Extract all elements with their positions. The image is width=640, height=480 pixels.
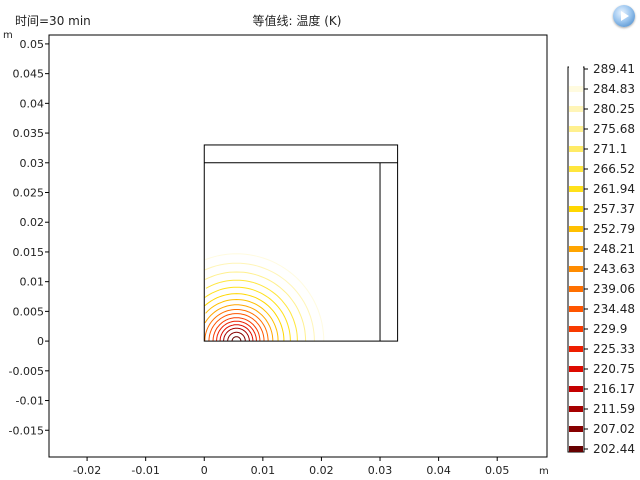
legend-swatch bbox=[569, 166, 583, 172]
legend-label: 211.59 bbox=[593, 402, 635, 416]
y-tick-label: -0.015 bbox=[9, 424, 44, 437]
contour-line bbox=[205, 253, 325, 342]
contour-line bbox=[205, 279, 298, 342]
legend-label: 220.75 bbox=[593, 362, 635, 376]
y-tick-label: -0.01 bbox=[16, 395, 44, 408]
contour-line bbox=[204, 286, 291, 342]
y-tick-label: 0.05 bbox=[20, 38, 45, 51]
plot-area bbox=[48, 34, 548, 458]
legend-swatch bbox=[569, 286, 583, 292]
y-tick-label: 0.04 bbox=[20, 97, 45, 110]
geometry-box bbox=[203, 144, 399, 342]
legend-label: 266.52 bbox=[593, 162, 635, 176]
legend-label: 202.44 bbox=[593, 442, 635, 456]
play-glyph-icon bbox=[621, 11, 629, 21]
x-tick-label: -0.02 bbox=[73, 464, 101, 477]
y-tick-label: 0.005 bbox=[13, 305, 45, 318]
y-tick-label: 0 bbox=[37, 335, 44, 348]
legend-frame bbox=[567, 66, 585, 453]
x-tick-label: 0.04 bbox=[426, 464, 451, 477]
x-tick-label: 0.05 bbox=[485, 464, 510, 477]
contour-line bbox=[208, 313, 265, 342]
legend-label: 261.94 bbox=[593, 182, 635, 196]
y-tick-label: 0.045 bbox=[13, 68, 45, 81]
color-legend: 289.41 284.83 280.25 275.68 271.1 266.52 261.9… bbox=[567, 62, 635, 456]
x-tick-label: 0.03 bbox=[368, 464, 393, 477]
contour-lines bbox=[204, 253, 325, 342]
y-tick-label: 0.03 bbox=[20, 157, 45, 170]
legend-swatch bbox=[569, 386, 583, 392]
x-axis-ticks: -0.02 -0.01 0 0.01 0.02 0.03 0.04 0.05 bbox=[73, 457, 510, 477]
legend-swatch bbox=[569, 266, 583, 272]
contour-line bbox=[231, 336, 242, 342]
legend-label: 243.63 bbox=[593, 262, 635, 276]
y-axis-ticks: -0.015 -0.01 -0.005 0 0.005 0.01 0.015 0.02 0.02… bbox=[9, 38, 49, 437]
x-tick-label: 0.01 bbox=[251, 464, 276, 477]
y-unit-label: m bbox=[3, 30, 13, 41]
x-unit-label: m bbox=[539, 466, 549, 477]
legend-swatch bbox=[569, 206, 583, 212]
legend-label: 239.06 bbox=[593, 282, 635, 296]
y-tick-label: 0.01 bbox=[20, 276, 45, 289]
contour-line bbox=[204, 271, 307, 342]
x-tick-label: 0.02 bbox=[309, 464, 334, 477]
legend-swatch bbox=[569, 226, 583, 232]
contour-line bbox=[204, 262, 315, 342]
legend-swatch bbox=[569, 346, 583, 352]
legend-label: 271.1 bbox=[593, 142, 627, 156]
legend-swatch bbox=[569, 446, 583, 452]
legend-swatch bbox=[569, 246, 583, 252]
legend-label: 225.33 bbox=[593, 342, 635, 356]
comsol-logo-icon[interactable] bbox=[613, 5, 635, 27]
legend-label: 280.25 bbox=[593, 102, 635, 116]
y-tick-label: 0.025 bbox=[13, 187, 45, 200]
legend-label: 207.02 bbox=[593, 422, 635, 436]
x-tick-label: 0 bbox=[201, 464, 208, 477]
contour-line bbox=[205, 298, 279, 342]
legend-swatch bbox=[569, 326, 583, 332]
contour-line bbox=[223, 327, 250, 342]
y-tick-label: 0.015 bbox=[13, 246, 45, 259]
legend-swatch bbox=[569, 406, 583, 412]
y-tick-label: -0.005 bbox=[9, 365, 44, 378]
contour-line bbox=[212, 317, 261, 342]
legend-label: 275.68 bbox=[593, 122, 635, 136]
legend-swatch bbox=[569, 426, 583, 432]
y-tick-label: 0.02 bbox=[20, 216, 45, 229]
legend-swatch bbox=[569, 66, 583, 72]
contour-line bbox=[204, 293, 285, 342]
legend-label: 252.79 bbox=[593, 222, 635, 236]
legend-label: 248.21 bbox=[593, 242, 635, 256]
legend-label: 257.37 bbox=[593, 202, 635, 216]
legend-label: 289.41 bbox=[593, 62, 635, 76]
legend-swatch bbox=[569, 366, 583, 372]
legend-swatch bbox=[569, 106, 583, 112]
plot-title: 等值线: 温度 (K) bbox=[253, 13, 342, 28]
legend-label: 229.9 bbox=[593, 322, 627, 336]
contour-line bbox=[227, 331, 246, 342]
legend-swatch bbox=[569, 126, 583, 132]
time-label: 时间=30 min bbox=[15, 14, 91, 28]
legend-label: 234.48 bbox=[593, 302, 635, 316]
x-tick-label: -0.01 bbox=[131, 464, 159, 477]
y-tick-label: 0.035 bbox=[13, 127, 45, 140]
legend-swatch bbox=[569, 86, 583, 92]
legend-swatch bbox=[569, 146, 583, 152]
contour-line bbox=[204, 309, 269, 342]
contour-line bbox=[219, 324, 254, 342]
legend-swatch bbox=[569, 186, 583, 192]
legend-label: 284.83 bbox=[593, 82, 635, 96]
contour-line bbox=[204, 304, 274, 342]
geometry-outline bbox=[203, 144, 399, 342]
legend-label: 216.17 bbox=[593, 382, 635, 396]
legend-swatch bbox=[569, 306, 583, 312]
contour-line bbox=[216, 320, 257, 342]
